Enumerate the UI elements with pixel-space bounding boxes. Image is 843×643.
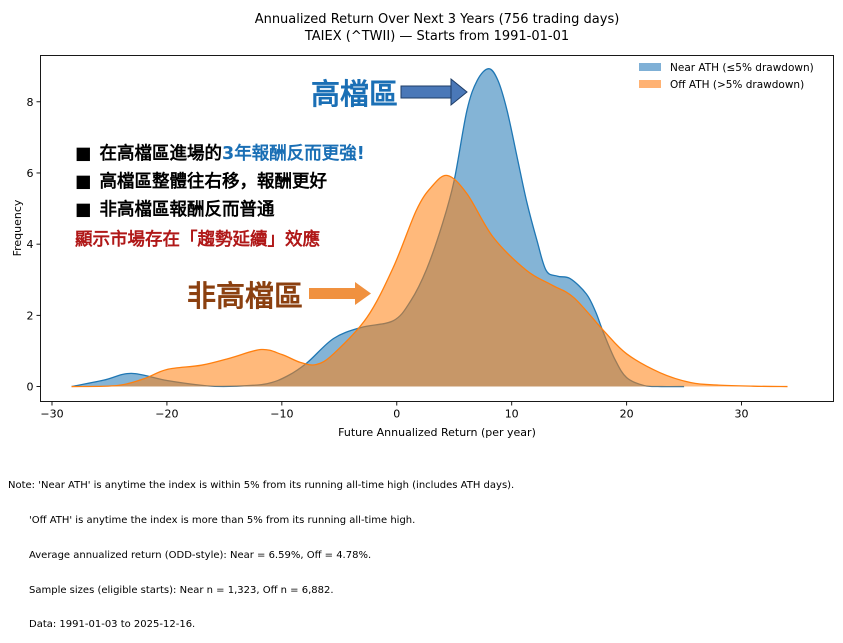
- conclusion-text: 顯示市場存在「趨勢延續」效應: [75, 229, 320, 250]
- legend-patch-near: [639, 63, 661, 71]
- non-high-zone-label: 非高檔區: [187, 279, 303, 313]
- plot-frame: [40, 55, 834, 402]
- y-tick-label: 4: [27, 238, 34, 251]
- note-line-5: Data: 1991-01-03 to 2025-12-16.: [29, 619, 196, 631]
- legend-patch-off: [639, 80, 661, 88]
- bullet-2-text: 高檔區整體往右移，報酬更好: [100, 171, 328, 192]
- bullet-1-highlight: 3年報酬反而更強!: [222, 143, 365, 164]
- bullet-icon: ■: [75, 144, 92, 164]
- x-tick-label: 30: [735, 408, 749, 421]
- x-axis-label: Future Annualized Return (per year): [338, 426, 536, 439]
- footnote: Note: 'Near ATH' is anytime the index is…: [8, 457, 514, 643]
- bullet-3: ■ 非高檔區報酬反而普通: [75, 199, 275, 220]
- x-tick-label: 10: [505, 408, 519, 421]
- y-axis-label: Frequency: [11, 199, 24, 256]
- y-tick-label: 0: [27, 381, 34, 394]
- chart-title: Annualized Return Over Next 3 Years (756…: [255, 12, 620, 27]
- note-line-4: Sample sizes (eligible starts): Near n =…: [29, 584, 334, 596]
- y-tick-label: 8: [27, 96, 34, 109]
- high-zone-arrow-icon: [400, 77, 468, 107]
- kde-chart: Annualized Return Over Next 3 Years (756…: [11, 12, 834, 439]
- y-tick-label: 2: [27, 309, 34, 322]
- bullet-2: ■ 高檔區整體往右移，報酬更好: [75, 171, 328, 192]
- note-line-3: Average annualized return (ODD-style): N…: [29, 549, 372, 561]
- x-tick-label: −30: [40, 408, 63, 421]
- x-tick-label: 20: [620, 408, 634, 421]
- note-line-2: 'Off ATH' is anytime the index is more t…: [29, 514, 416, 526]
- non-high-zone-arrow-icon: [309, 282, 371, 305]
- chart-subtitle: TAIEX (^TWII) — Starts from 1991-01-01: [304, 29, 569, 44]
- bullet-icon: ■: [75, 200, 92, 220]
- bullet-1-text: 在高檔區進場的: [100, 143, 223, 164]
- y-tick-label: 6: [27, 167, 34, 180]
- high-zone-label: 高檔區: [311, 77, 398, 111]
- legend: Near ATH (≤5% drawdown) Off ATH (>5% dra…: [639, 62, 814, 91]
- bullet-icon: ■: [75, 172, 92, 192]
- legend-label-off: Off ATH (>5% drawdown): [670, 79, 804, 91]
- bullet-3-text: 非高檔區報酬反而普通: [100, 199, 275, 220]
- note-line-1: Note: 'Near ATH' is anytime the index is…: [8, 480, 515, 492]
- x-tick-label: 0: [393, 408, 400, 421]
- x-tick-label: −10: [270, 408, 293, 421]
- bullet-1: ■ 在高檔區進場的3年報酬反而更強!: [75, 143, 365, 164]
- off-ath-line: [71, 174, 788, 388]
- x-tick-label: −20: [155, 408, 178, 421]
- legend-label-near: Near ATH (≤5% drawdown): [670, 62, 814, 74]
- off-ath-area: [71, 175, 788, 387]
